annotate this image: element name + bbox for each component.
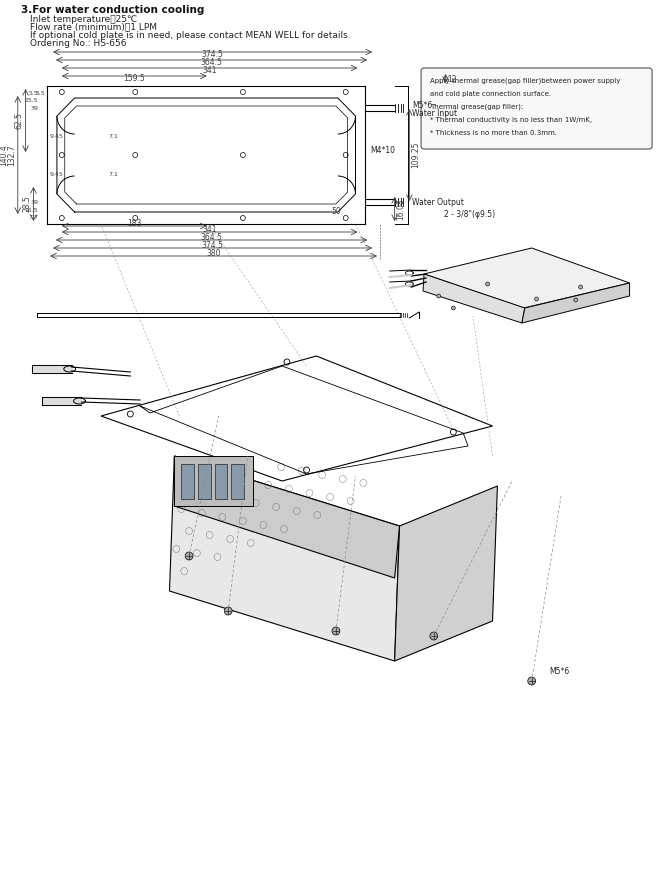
Text: 109.25: 109.25 — [411, 142, 420, 168]
Text: 62.5: 62.5 — [15, 112, 23, 129]
Bar — [174, 456, 253, 506]
Text: 9.45: 9.45 — [50, 171, 64, 177]
Text: M5*6: M5*6 — [412, 100, 433, 109]
Text: 2 - 3/8"(φ9.5): 2 - 3/8"(φ9.5) — [444, 210, 494, 219]
Polygon shape — [395, 486, 497, 661]
Text: 7.1: 7.1 — [109, 171, 119, 177]
FancyBboxPatch shape — [421, 68, 652, 149]
Circle shape — [579, 285, 583, 289]
Text: * Thermal conductivity is no less than 1W/mK,: * Thermal conductivity is no less than 1… — [430, 117, 592, 123]
Text: 3.For water conduction cooling: 3.For water conduction cooling — [21, 5, 204, 15]
Text: 341: 341 — [202, 225, 217, 234]
Text: 374.5: 374.5 — [202, 241, 224, 250]
Polygon shape — [522, 283, 630, 323]
Text: 132.7: 132.7 — [7, 144, 16, 166]
Text: M5*6: M5*6 — [549, 667, 570, 676]
Text: 364.5: 364.5 — [200, 58, 222, 67]
Text: M4*10: M4*10 — [370, 145, 395, 154]
Circle shape — [430, 632, 438, 640]
Circle shape — [574, 298, 578, 302]
Circle shape — [224, 607, 232, 615]
Text: 9.45: 9.45 — [50, 134, 64, 139]
Text: Apply thermal grease(gap filler)between power supply: Apply thermal grease(gap filler)between … — [430, 78, 620, 84]
Text: 380: 380 — [206, 249, 221, 258]
Text: 15.5: 15.5 — [25, 208, 38, 212]
Bar — [182, 464, 194, 499]
Text: 39: 39 — [30, 200, 38, 204]
Text: Thermal grease(gap filler):: Thermal grease(gap filler): — [430, 104, 523, 110]
Text: Ordering No.: HS-656: Ordering No.: HS-656 — [31, 39, 127, 47]
Bar — [198, 464, 210, 499]
Text: Water Input: Water Input — [412, 108, 458, 117]
Text: 374.5: 374.5 — [202, 50, 224, 59]
Circle shape — [437, 294, 441, 298]
Text: 16.08: 16.08 — [397, 198, 405, 220]
Text: 39: 39 — [30, 106, 38, 110]
Text: 7.1: 7.1 — [109, 134, 119, 139]
Polygon shape — [174, 456, 399, 578]
Text: Flow rate (minimum)：1 LPM: Flow rate (minimum)：1 LPM — [31, 22, 157, 31]
Text: 341: 341 — [202, 66, 217, 75]
Circle shape — [535, 297, 539, 301]
Text: 364.5: 364.5 — [200, 233, 222, 242]
Circle shape — [528, 677, 535, 685]
Text: 183: 183 — [127, 219, 141, 228]
Circle shape — [185, 552, 193, 560]
Text: Inlet temperature：25℃: Inlet temperature：25℃ — [31, 14, 137, 23]
Circle shape — [486, 282, 490, 286]
Text: 159.5: 159.5 — [123, 74, 145, 83]
Text: Water Output: Water Output — [412, 197, 464, 206]
Circle shape — [452, 306, 456, 310]
Text: 15.5: 15.5 — [25, 98, 38, 102]
Bar — [214, 464, 227, 499]
Polygon shape — [423, 274, 525, 323]
Text: If optional cold plate is in need, please contact MEAN WELL for details.: If optional cold plate is in need, pleas… — [31, 30, 351, 39]
Text: * Thickness is no more than 0.3mm.: * Thickness is no more than 0.3mm. — [430, 130, 557, 136]
Text: 5.5: 5.5 — [36, 90, 45, 96]
Polygon shape — [170, 456, 399, 661]
Text: 5.5: 5.5 — [29, 90, 38, 96]
Text: 28.5: 28.5 — [23, 195, 31, 212]
Circle shape — [332, 627, 340, 635]
Polygon shape — [424, 248, 630, 308]
Text: 140.4: 140.4 — [0, 144, 8, 166]
Bar — [231, 464, 244, 499]
Text: 7.7: 7.7 — [28, 214, 38, 220]
Text: 12: 12 — [448, 74, 457, 83]
Text: 50: 50 — [331, 206, 341, 216]
Text: and cold plate connection surface.: and cold plate connection surface. — [430, 91, 551, 97]
